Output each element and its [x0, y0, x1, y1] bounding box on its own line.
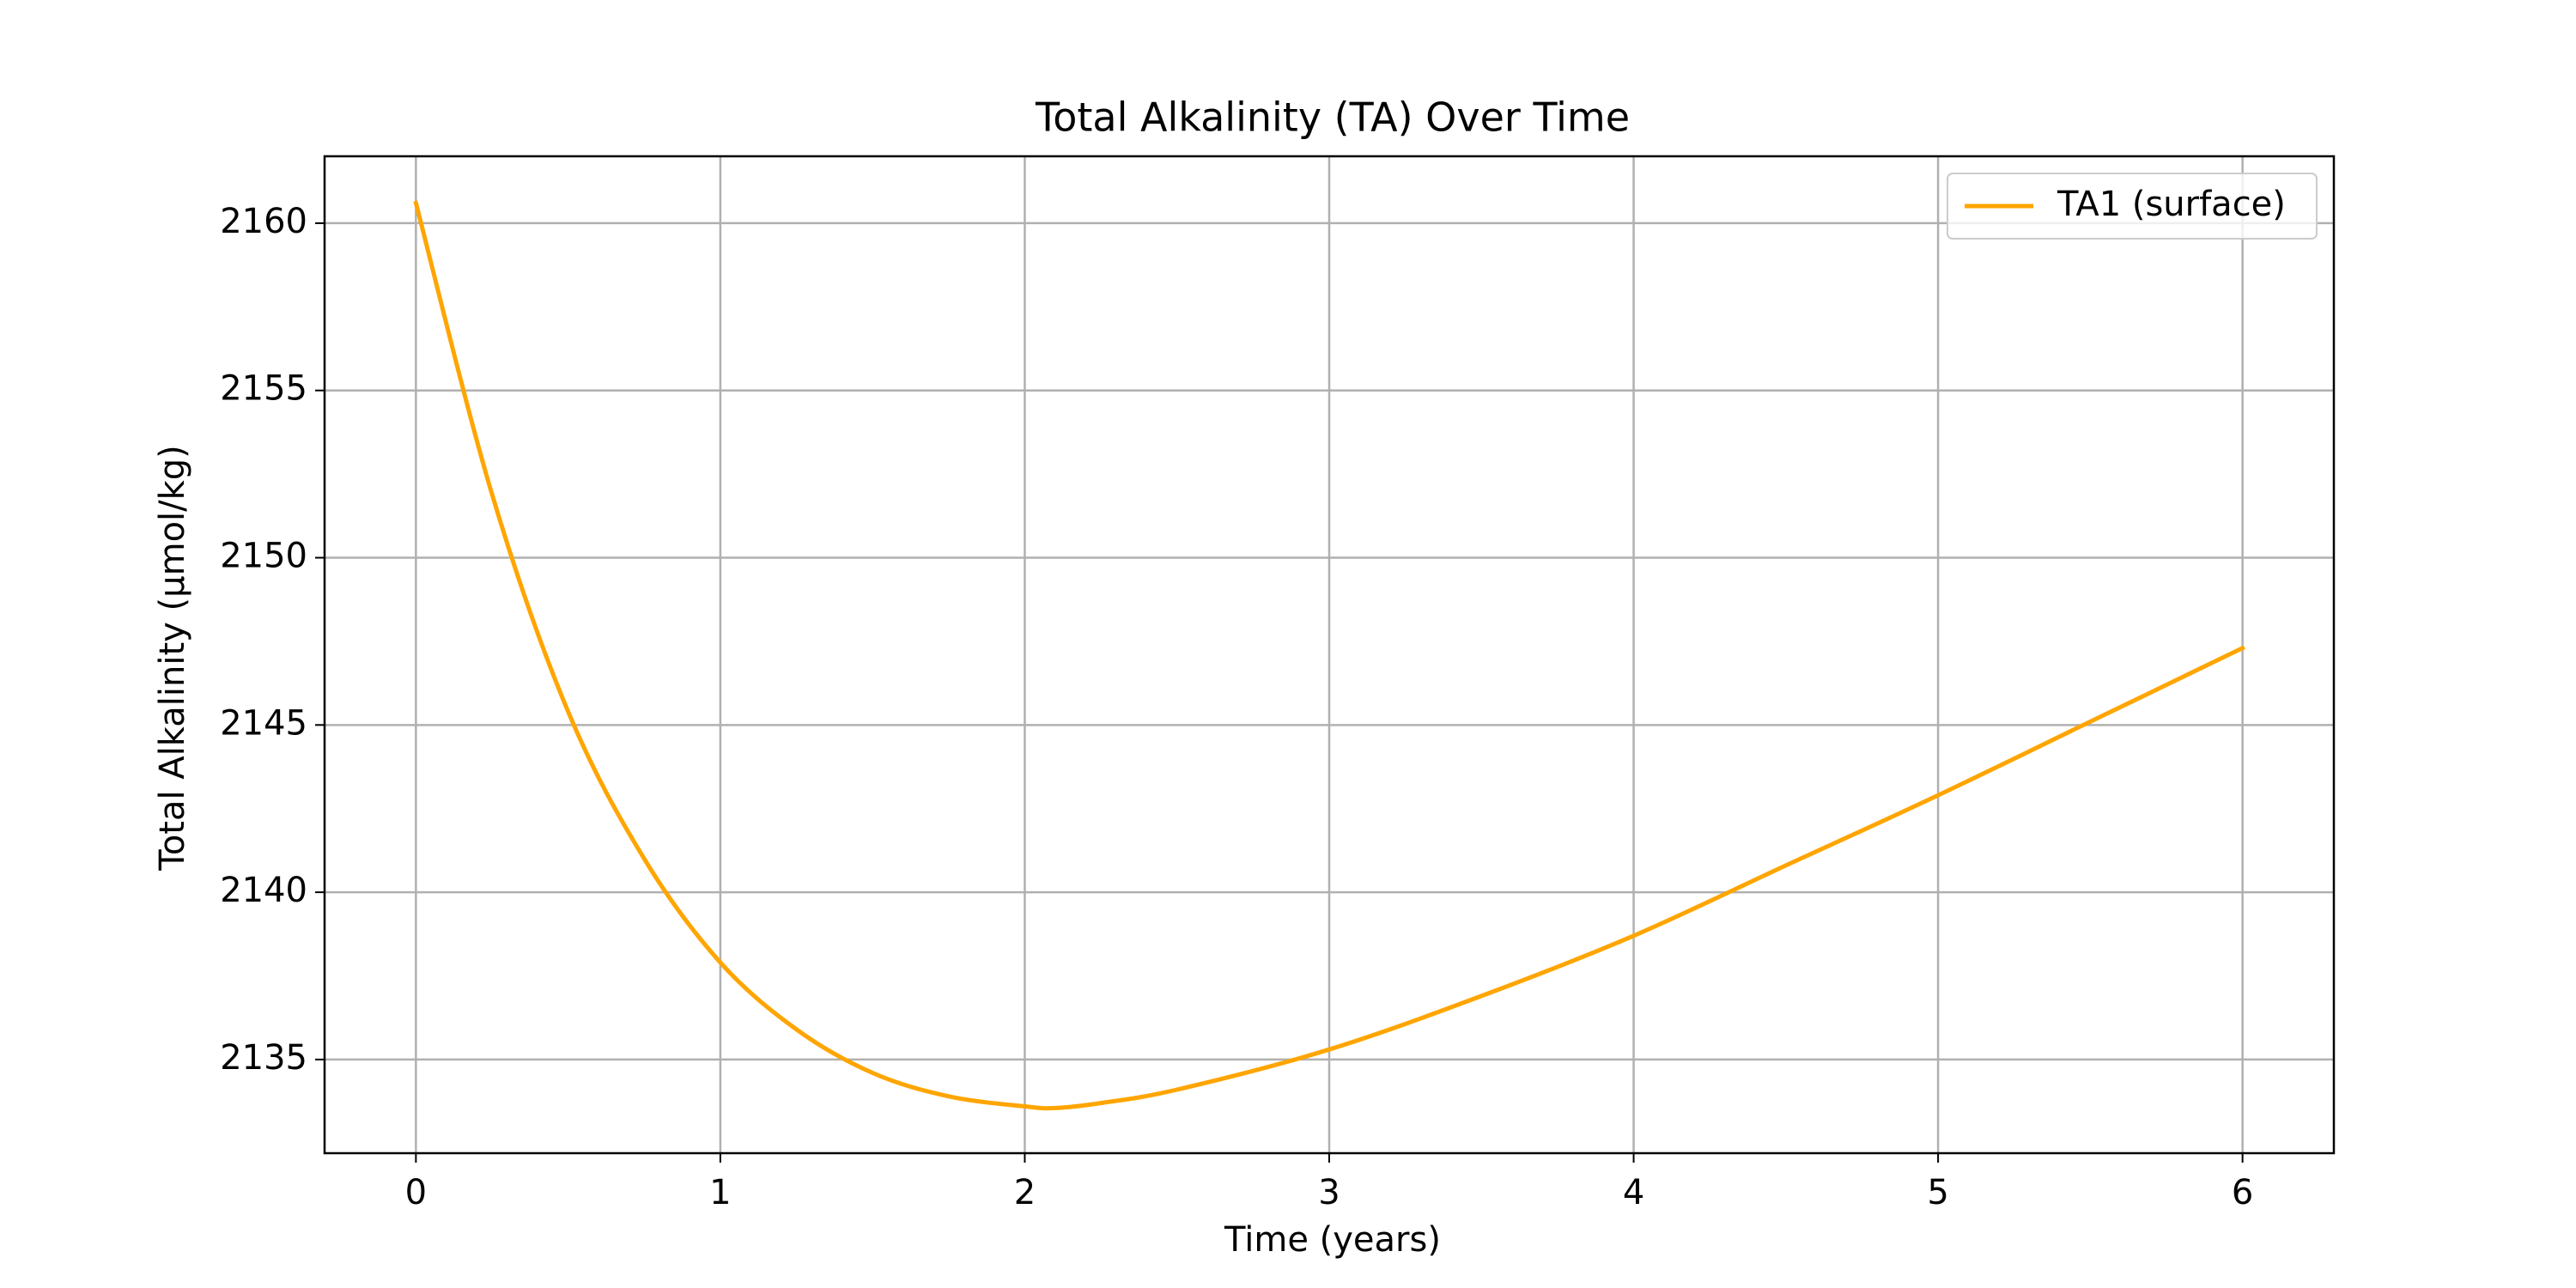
x-tick-label: 6 — [2232, 1173, 2253, 1212]
y-axis-label: Total Alkalinity (µmol/kg) — [153, 445, 192, 872]
y-tick-label: 2160 — [220, 202, 307, 241]
x-axis-label: Time (years) — [1224, 1220, 1441, 1260]
y-tick-label: 2155 — [220, 369, 307, 409]
legend: TA1 (surface) — [1947, 173, 2318, 240]
series-line — [413, 200, 2245, 1111]
legend-label: TA1 (surface) — [2057, 185, 2286, 224]
chart-title: Total Alkalinity (TA) Over Time — [1035, 94, 1630, 141]
x-axis: 0 1 2 3 4 5 6 — [405, 1153, 2253, 1212]
y-tick-label: 2140 — [220, 871, 307, 910]
grid — [325, 156, 2334, 1153]
x-tick-label: 0 — [405, 1173, 427, 1212]
x-tick-label: 5 — [1927, 1173, 1948, 1212]
y-axis: 2135 2140 2145 2150 2155 2160 — [220, 202, 325, 1078]
y-tick-label: 2145 — [220, 703, 307, 743]
x-tick-label: 3 — [1318, 1173, 1340, 1212]
y-tick-label: 2150 — [220, 537, 307, 576]
y-tick-label: 2135 — [220, 1038, 307, 1078]
x-tick-label: 2 — [1014, 1173, 1036, 1212]
series-layer — [413, 200, 2245, 1111]
x-tick-label: 1 — [709, 1173, 731, 1212]
legend-box — [1947, 173, 2318, 240]
x-tick-label: 4 — [1623, 1173, 1644, 1212]
